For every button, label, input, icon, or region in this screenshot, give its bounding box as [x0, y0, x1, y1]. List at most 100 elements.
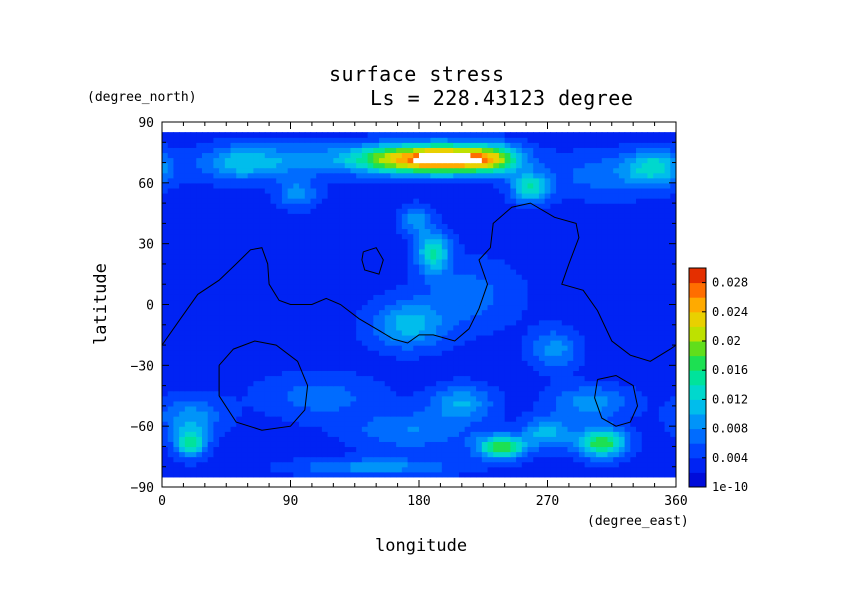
- field-cell: [224, 385, 232, 392]
- field-cell: [584, 355, 591, 361]
- field-cell: [236, 426, 243, 432]
- field-cell: [590, 466, 597, 473]
- field-cell: [556, 355, 563, 361]
- field-cell: [590, 228, 597, 235]
- field-cell: [476, 345, 483, 351]
- field-cell: [630, 329, 637, 336]
- field-cell: [618, 431, 626, 437]
- field-cell: [424, 213, 432, 219]
- field-cell: [487, 365, 494, 371]
- field-cell: [658, 309, 666, 316]
- field-cell: [538, 213, 546, 219]
- field-cell: [664, 243, 671, 250]
- field-cell: [184, 198, 192, 204]
- field-cell: [213, 238, 220, 245]
- field-cell: [304, 421, 312, 427]
- field-cell: [424, 416, 432, 422]
- field-cell: [590, 345, 597, 351]
- field-cell: [493, 324, 500, 331]
- field-cell: [321, 426, 329, 432]
- field-cell: [390, 355, 397, 361]
- field-cell: [487, 198, 494, 204]
- field-cell: [436, 360, 443, 366]
- field-cell: [333, 192, 340, 199]
- field-cell: [630, 339, 637, 346]
- field-cell: [379, 350, 386, 356]
- field-cell: [344, 441, 352, 448]
- field-cell: [624, 471, 631, 478]
- field-cell: [613, 355, 620, 361]
- field-cell: [253, 334, 260, 341]
- field-cell: [510, 345, 517, 351]
- field-cell: [384, 390, 392, 397]
- field-cell: [464, 365, 471, 371]
- field-cell: [447, 360, 454, 366]
- field-cell: [333, 233, 340, 240]
- field-cell: [596, 309, 603, 316]
- field-cell: [556, 274, 563, 280]
- field-cell: [527, 365, 534, 371]
- field-cell: [264, 233, 272, 240]
- field-cell: [413, 309, 420, 316]
- field-cell: [339, 203, 346, 209]
- field-cell: [230, 431, 237, 437]
- field-cell: [573, 405, 580, 412]
- field-cell: [236, 334, 243, 341]
- field-cell: [487, 390, 494, 397]
- field-cell: [213, 436, 220, 442]
- field-cell: [219, 451, 226, 458]
- field-cell: [173, 304, 180, 311]
- field-cell: [224, 431, 232, 437]
- field-cell: [630, 421, 637, 427]
- field-cell: [350, 461, 357, 468]
- field-cell: [464, 360, 471, 366]
- field-cell: [390, 228, 397, 235]
- field-cell: [624, 223, 631, 230]
- field-cell: [584, 263, 591, 270]
- field-cell: [304, 395, 312, 402]
- field-cell: [419, 345, 426, 351]
- field-cell: [247, 446, 254, 453]
- field-cell: [476, 289, 483, 295]
- field-cell: [601, 263, 609, 270]
- field-cell: [641, 243, 649, 250]
- field-cell: [167, 243, 175, 250]
- field-cell: [544, 213, 551, 219]
- field-cell: [419, 436, 426, 442]
- field-cell: [458, 238, 466, 245]
- field-cell: [333, 421, 340, 427]
- field-cell: [270, 314, 277, 321]
- field-cell: [430, 289, 437, 295]
- field-cell: [436, 269, 443, 275]
- field-cell: [316, 274, 323, 280]
- field-cell: [259, 274, 266, 280]
- field-cell: [424, 400, 432, 407]
- field-cell: [419, 263, 426, 270]
- field-cell: [487, 294, 494, 301]
- field-cell: [373, 400, 380, 407]
- field-cell: [578, 385, 586, 392]
- field-cell: [636, 304, 643, 311]
- field-cell: [584, 279, 591, 285]
- field-cell: [544, 284, 551, 290]
- field-cell: [470, 446, 477, 453]
- field-cell: [207, 233, 214, 240]
- field-cell: [276, 436, 283, 442]
- field-cell: [504, 309, 511, 316]
- field-cell: [173, 294, 180, 301]
- field-cell: [293, 441, 300, 448]
- field-cell: [470, 299, 477, 306]
- field-cell: [419, 355, 426, 361]
- field-cell: [413, 400, 420, 407]
- field-cell: [550, 466, 557, 473]
- field-cell: [533, 441, 540, 448]
- field-cell: [458, 466, 466, 473]
- field-cell: [567, 248, 574, 255]
- field-cell: [281, 289, 289, 295]
- field-cell: [321, 329, 329, 336]
- field-cell: [367, 426, 374, 432]
- field-cell: [253, 243, 260, 250]
- field-cell: [447, 451, 454, 458]
- field-cell: [259, 299, 266, 306]
- field-cell: [641, 431, 649, 437]
